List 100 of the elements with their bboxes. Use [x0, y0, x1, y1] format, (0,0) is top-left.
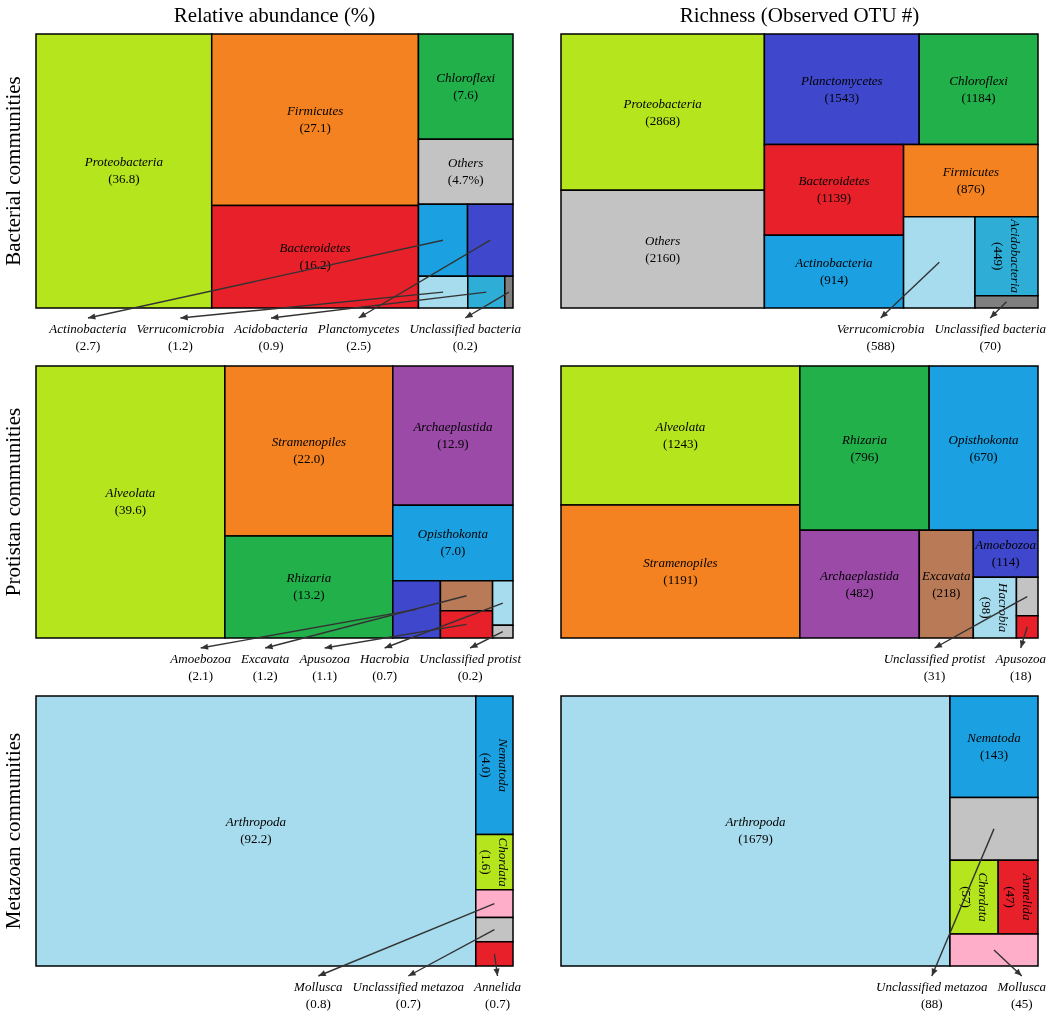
data-label: (45)	[1010, 996, 1033, 1012]
category-label: Stramenopiles	[271, 434, 347, 450]
category-label: Rhizaria	[285, 570, 332, 586]
data-label: (0.7)	[485, 996, 510, 1012]
category-label: Unclassified bacteria	[409, 321, 522, 337]
data-label: (0.2)	[457, 668, 483, 684]
category-label: Firmicutes	[941, 164, 999, 180]
category-label: Amoebozoa	[974, 537, 1037, 553]
text: Metazoan communities	[0, 732, 25, 930]
category-label: Annelida	[473, 979, 522, 995]
data-label: (1.2)	[167, 338, 193, 354]
category-label: Unclassified bacteria	[934, 321, 1047, 337]
category-label: Alveolata	[104, 485, 156, 501]
data-label: (1.2)	[252, 668, 278, 684]
data-label: (27.1)	[299, 120, 331, 136]
data-label: (13.2)	[293, 587, 325, 603]
category-label: Actinobacteria	[48, 321, 128, 337]
data-label: (114)	[991, 554, 1020, 570]
category-label: Planctomycetes	[316, 321, 400, 337]
category-label: Planctomycetes	[800, 72, 883, 88]
data-label: (1184)	[961, 89, 996, 105]
category-label: Unclassified metazoa	[352, 979, 465, 995]
category-label: Others	[448, 155, 484, 171]
data-label: (70)	[979, 338, 1002, 354]
data-label: (0.9)	[258, 338, 284, 354]
data-label: (796)	[850, 448, 879, 464]
category-label: Hacrobia	[358, 651, 410, 667]
data-label: (914)	[819, 272, 849, 288]
data-label: (2868)	[645, 112, 681, 128]
data-label: (588)	[866, 338, 895, 354]
category-label: Actinobacteria	[794, 255, 874, 271]
category-label: Chloroflexi	[949, 72, 1009, 88]
data-label: (2.1)	[188, 668, 214, 684]
data-label: (12.9)	[437, 436, 469, 452]
category-label: Bacteroidetes	[279, 240, 351, 256]
category-label: Unclassified metazoa	[876, 979, 989, 995]
category-label: Verrucomicrobia	[836, 321, 925, 337]
category-label: Excavata	[921, 567, 971, 583]
category-label: Mollusca	[996, 979, 1047, 995]
category-label: Arthropoda	[724, 814, 787, 830]
data-label: (1679)	[738, 831, 773, 847]
text: Bacterial communities	[0, 76, 25, 266]
data-label: (1243)	[663, 435, 698, 451]
data-label: (1139)	[816, 190, 852, 206]
data-label: (0.7)	[395, 996, 421, 1012]
category-label: Mollusca	[293, 979, 343, 995]
data-label: (1.1)	[312, 668, 338, 684]
data-label: (18)	[1009, 668, 1032, 684]
data-label: (876)	[956, 181, 985, 197]
data-label: (39.6)	[114, 502, 147, 518]
category-label: Rhizaria	[841, 431, 888, 447]
data-label: (0.8)	[305, 996, 331, 1012]
text: Richness (Observed OTU #)	[679, 2, 920, 27]
category-label: Unclassified protist	[883, 651, 986, 667]
category-label: Acidobacteria	[1008, 218, 1024, 294]
category-label: Nematoda	[966, 730, 1022, 746]
data-label: (22.0)	[293, 451, 325, 467]
category-label: Opisthokonta	[948, 431, 1020, 447]
category-label: Proteobacteria	[83, 154, 164, 170]
data-label: (218)	[932, 584, 961, 600]
data-label: (92.2)	[240, 831, 272, 847]
data-label: (57)	[958, 886, 974, 908]
category-label: Chordata	[975, 872, 991, 923]
category-label: Nematoda	[495, 737, 511, 793]
data-label: (1543)	[824, 89, 860, 105]
data-label: (0.2)	[452, 338, 478, 354]
category-label: Archaeplastida	[412, 419, 493, 435]
category-label: Hacrobia	[996, 581, 1012, 633]
category-label: Proteobacteria	[622, 95, 703, 111]
category-label: Apusozoa	[298, 651, 351, 667]
data-label: (4.0)	[478, 752, 494, 778]
category-label: Others	[645, 232, 681, 248]
category-label: Chordata	[495, 837, 511, 888]
data-label: (4.7%)	[447, 172, 484, 188]
category-label: Stramenopiles	[643, 554, 718, 570]
data-label: (98)	[979, 596, 995, 619]
text: Relative abundance (%)	[173, 2, 376, 27]
data-label: (1191)	[663, 571, 698, 587]
data-label: (670)	[969, 448, 998, 464]
data-label: (7.0)	[440, 543, 466, 559]
data-label: (31)	[923, 668, 946, 684]
data-label: (36.8)	[108, 171, 140, 187]
category-label: Chloroflexi	[436, 70, 496, 86]
category-label: Amoebozoa	[169, 651, 232, 667]
data-label: (7.6)	[453, 87, 479, 103]
data-label: (88)	[921, 996, 943, 1012]
category-label: Opisthokonta	[417, 526, 489, 542]
data-label: (2160)	[645, 249, 681, 265]
data-label: (482)	[845, 584, 874, 600]
data-label: (143)	[979, 747, 1009, 763]
category-label: Annelida	[1019, 872, 1035, 922]
category-label: Apusozoa	[994, 651, 1047, 667]
category-label: Bacteroidetes	[798, 173, 870, 189]
category-label: Arthropoda	[224, 814, 287, 830]
category-label: Unclassified protist	[419, 651, 522, 667]
data-label: (1.6)	[478, 849, 494, 875]
category-label: Alveolata	[654, 418, 706, 434]
text: Protistan communities	[0, 407, 25, 597]
data-label: (47)	[1002, 886, 1018, 908]
category-label: Archaeplastida	[819, 567, 900, 583]
